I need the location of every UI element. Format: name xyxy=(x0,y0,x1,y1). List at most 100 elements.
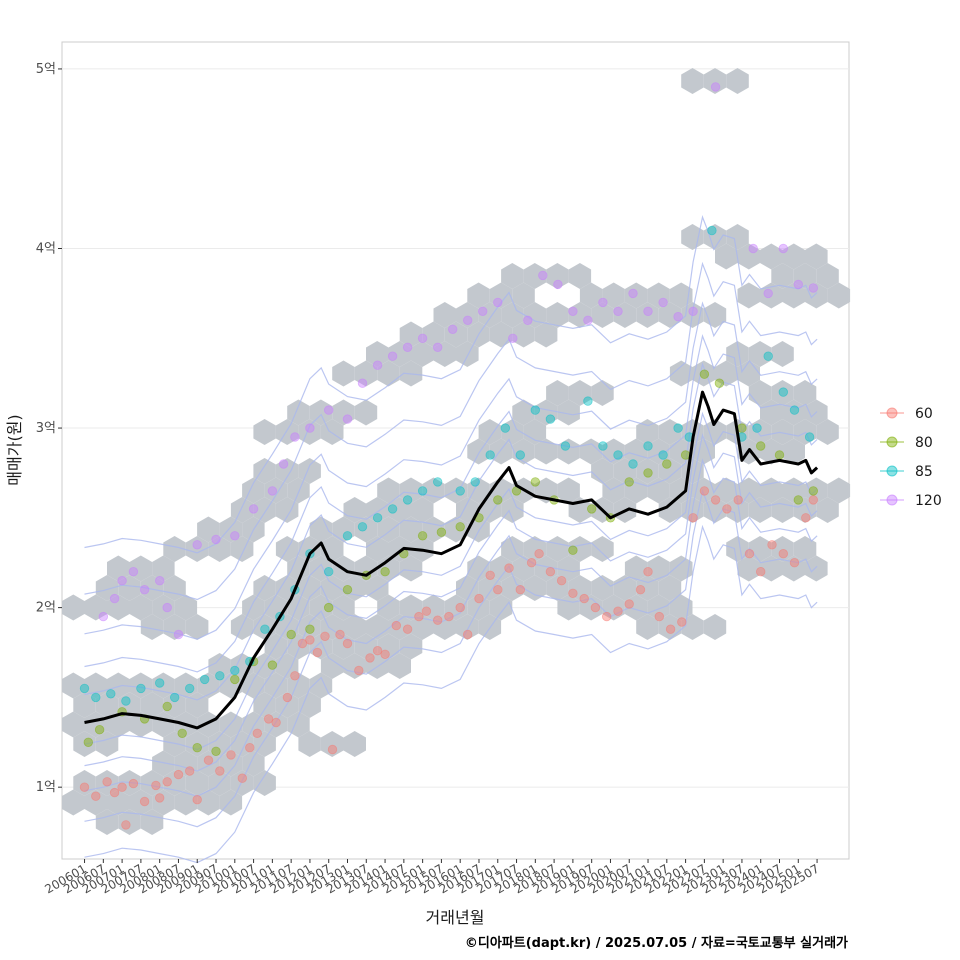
hexbin-cell xyxy=(107,789,130,816)
data-point-60 xyxy=(402,624,413,634)
hexbin-cell xyxy=(737,477,760,504)
data-point-60 xyxy=(635,585,646,595)
hexbin-cell xyxy=(624,594,648,621)
data-point-60 xyxy=(463,629,473,640)
hexbin-cell xyxy=(197,789,220,816)
hexbin-cell xyxy=(816,263,839,289)
hexbin-cell xyxy=(737,243,760,270)
data-point-85 xyxy=(763,351,773,361)
y-tick-label: 1억 xyxy=(36,780,56,795)
y-tick-label: 5억 xyxy=(36,62,56,77)
data-point-80 xyxy=(211,746,221,757)
data-point-120 xyxy=(433,342,443,353)
data-point-85 xyxy=(804,432,815,442)
hexbin-cell xyxy=(107,672,130,699)
data-point-120 xyxy=(628,288,638,299)
hexbin-cell xyxy=(399,321,423,348)
data-point-60 xyxy=(162,777,172,787)
hexbin-cell xyxy=(805,282,828,309)
hexbin-cell xyxy=(174,750,198,777)
data-point-60 xyxy=(485,570,495,581)
y-tick-label: 4억 xyxy=(36,241,56,256)
data-point-60 xyxy=(297,638,308,649)
hexbin-cell xyxy=(703,68,727,94)
data-point-80 xyxy=(267,660,278,670)
hexbin-cell xyxy=(703,224,727,250)
hexbin-cell xyxy=(726,536,749,562)
data-point-80 xyxy=(624,477,634,487)
hexbin-cell xyxy=(354,399,378,426)
hexbin-cell xyxy=(568,263,592,289)
legend: 60 80 85 120 xyxy=(880,406,942,509)
hexbin-cell xyxy=(399,477,423,504)
hexbin-cell xyxy=(546,575,569,601)
hexbin-cell xyxy=(219,711,243,738)
data-point-120 xyxy=(508,333,518,344)
data-point-120 xyxy=(598,297,608,308)
hexbin-cell xyxy=(129,789,153,816)
data-point-80 xyxy=(305,624,315,634)
hexbin-cell xyxy=(579,282,603,309)
hexbin-cell xyxy=(343,575,366,601)
hexbin-cell xyxy=(647,282,670,309)
hexbin-cell xyxy=(737,555,760,582)
data-point-120 xyxy=(357,378,368,388)
hexbin-cell xyxy=(793,536,817,562)
hexbin-cell xyxy=(253,770,276,796)
hexbin-cell xyxy=(163,614,186,640)
hexbin-cell xyxy=(388,653,411,679)
data-point-120 xyxy=(139,585,150,595)
data-point-85 xyxy=(673,423,683,433)
data-point-80 xyxy=(192,743,202,753)
data-point-85 xyxy=(613,450,623,460)
data-point-60 xyxy=(203,755,214,765)
data-point-85 xyxy=(402,495,413,505)
hexbin-cell xyxy=(73,692,96,718)
hexbin-cell xyxy=(748,497,772,523)
hexbin-cell xyxy=(557,477,580,504)
data-point-60 xyxy=(226,750,236,760)
hexbin-cell xyxy=(354,360,378,387)
data-point-60 xyxy=(699,486,710,496)
data-point-120 xyxy=(658,297,668,308)
data-point-60 xyxy=(545,567,556,577)
data-point-60 xyxy=(342,638,353,649)
data-point-80 xyxy=(94,725,105,735)
data-point-60 xyxy=(327,744,338,755)
hexbin-cell xyxy=(501,419,524,445)
hexbin-cell xyxy=(253,653,276,679)
hexbin-cell xyxy=(501,536,524,562)
data-point-85 xyxy=(372,513,383,523)
hexbin-cell xyxy=(534,555,558,582)
hexbin-cell xyxy=(523,419,547,445)
hexbin-cell xyxy=(107,555,130,582)
data-point-60 xyxy=(290,671,300,681)
legend-key-point xyxy=(886,465,898,477)
hexbin-cell xyxy=(185,731,209,757)
data-point-120 xyxy=(748,243,758,254)
hexbin-cell xyxy=(163,536,186,562)
hexbin-cell xyxy=(197,711,220,738)
hexbin-cell xyxy=(366,341,389,367)
data-point-80 xyxy=(587,504,597,514)
data-point-60 xyxy=(365,653,375,663)
hexbin-cell xyxy=(467,477,490,504)
hexbin-cell xyxy=(715,243,738,270)
data-point-80 xyxy=(162,701,172,712)
hexbin-cell xyxy=(557,399,580,426)
data-point-85 xyxy=(417,486,428,496)
data-point-60 xyxy=(121,820,131,830)
hexbin-cell xyxy=(366,575,389,601)
hexbin-cell xyxy=(489,282,513,309)
hexbin-cell xyxy=(298,731,321,757)
data-point-120 xyxy=(493,297,503,308)
hexbin-cell xyxy=(309,672,333,699)
hexbin-cell xyxy=(84,594,107,621)
data-point-80 xyxy=(380,567,390,577)
data-point-85 xyxy=(455,486,465,496)
hexbin-cell xyxy=(411,497,434,523)
hexbin-cell xyxy=(523,575,547,601)
data-point-80 xyxy=(286,629,296,640)
hexbin-cell xyxy=(816,419,839,445)
y-axis-ticks: 1억 2억 3억 4억 5억 xyxy=(36,62,62,795)
